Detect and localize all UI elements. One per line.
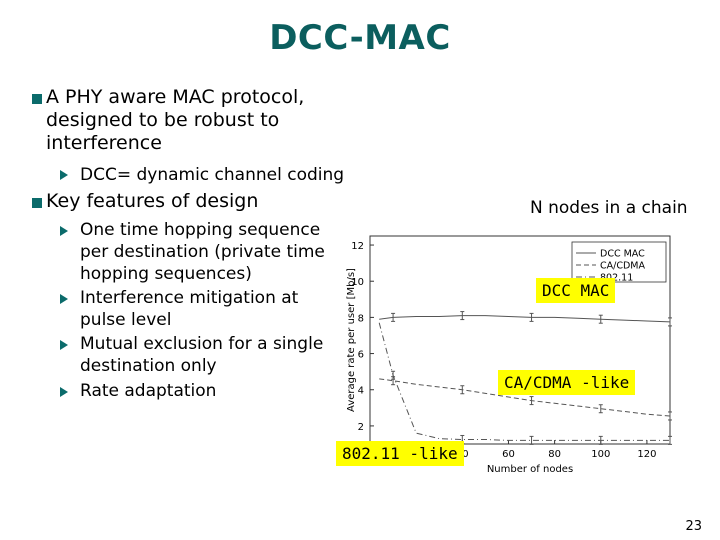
series-line-2 (379, 378, 671, 417)
sub-bullet-hopping: One time hopping sequence per destinatio… (80, 219, 325, 285)
slide-title: DCC-MAC (269, 18, 451, 58)
bullet-arrow-icon (60, 340, 68, 350)
y-tick-label: 8 (358, 313, 364, 324)
legend-box (571, 241, 667, 283)
bullet-arrow-icon (60, 387, 68, 397)
x-tick-label: 100 (591, 449, 610, 460)
sub-bullet-line: pulse level (80, 310, 172, 330)
page-number: 23 (685, 519, 702, 534)
x-tick-label: 80 (548, 449, 561, 460)
x-tick-label: 60 (502, 449, 515, 460)
sub-bullet-interference: Interference mitigation at pulse level (80, 287, 298, 331)
callout-cdma: CA/CDMA -like (498, 370, 636, 395)
bullet-1-line: designed to be robust to (46, 109, 280, 131)
bullet-square-icon (32, 198, 42, 208)
bullet-arrow-icon (60, 170, 68, 180)
bullet-1-line: A PHY aware MAC protocol, (46, 86, 305, 108)
y-tick-label: 12 (351, 241, 364, 252)
rate-chart: 24681012406080100120 DCC MACCA/CDMA802.1… (346, 235, 672, 475)
bullet-2: Key features of design (46, 190, 259, 212)
y-axis-label: Average rate per user [Mb/s] (346, 268, 357, 412)
callout-wifi: 802.11 -like (336, 441, 464, 466)
callout-dcc-mac: DCC MAC (536, 278, 616, 303)
sub-bullet-rate: Rate adaptation (80, 381, 217, 401)
x-axis-label: Number of nodes (487, 464, 573, 475)
sub-bullet-line: destination only (80, 356, 217, 376)
sub-bullet-line: One time hopping sequence (80, 220, 321, 240)
bullet-square-icon (32, 94, 42, 104)
bullet-arrow-icon (60, 294, 68, 304)
sub-bullet-line: Mutual exclusion for a single (80, 334, 324, 354)
legend-entry: 802.11 (600, 273, 633, 284)
sub-bullet-line: hopping sequences) (80, 264, 252, 284)
sub-bullet-dcc: DCC= dynamic channel coding (80, 165, 345, 185)
y-tick-label: 2 (358, 422, 364, 433)
legend-entry: DCC MAC (600, 249, 645, 260)
series-line-3 (378, 322, 670, 441)
y-tick-label: 4 (358, 386, 364, 397)
bullet-arrow-icon (60, 226, 68, 236)
x-tick-label: 120 (637, 449, 656, 460)
sub-bullet-mutual: Mutual exclusion for a single destinatio… (80, 333, 323, 377)
y-tick-label: 6 (358, 350, 364, 361)
sub-bullet-line: Interference mitigation at (80, 288, 299, 308)
sub-bullet-line: per destination (private time (80, 242, 325, 262)
legend-entry: CA/CDMA (600, 261, 645, 272)
series-line-1 (379, 315, 671, 323)
chain-note: N nodes in a chain (530, 198, 688, 218)
bullet-1-line: interference (46, 132, 162, 154)
y-tick-label: 10 (351, 277, 364, 288)
bullet-1: A PHY aware MAC protocol, designed to be… (46, 86, 304, 155)
